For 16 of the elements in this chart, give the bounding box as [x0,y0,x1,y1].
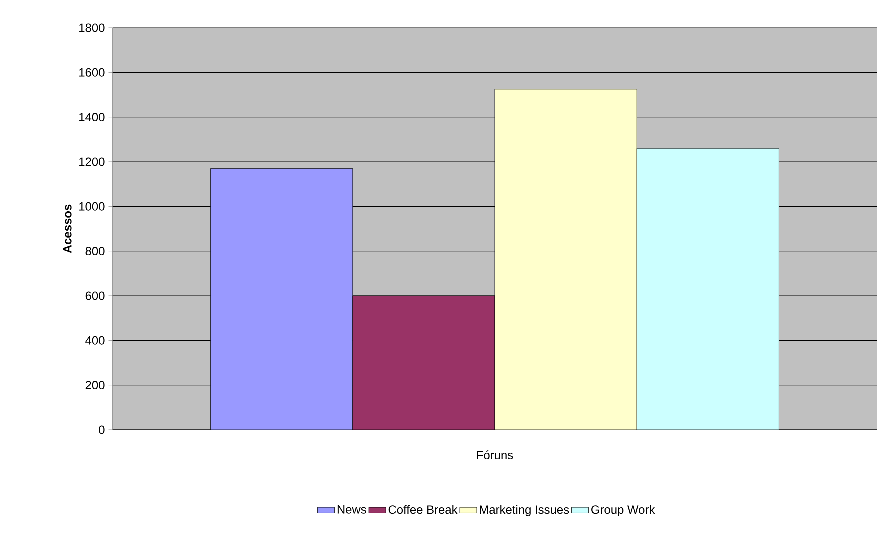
y-tick-label: 400 [86,336,105,345]
y-tick-label: 1200 [80,158,105,166]
y-tick-label: 1400 [80,113,105,122]
y-tick-label: 1600 [80,68,105,77]
legend-label: Group Work [592,505,656,516]
legend-label: News [338,506,366,514]
x-axis-title: Fóruns [477,450,514,460]
y-tick-label: 1000 [80,202,105,211]
y-axis-title: Acessos [63,204,72,254]
y-tick-label: 200 [86,381,105,390]
y-tick-label: 800 [86,247,105,256]
y-tick-label: 600 [86,292,105,300]
legend-label: Coffee Break [388,505,458,514]
legend-label: Marketing Issues [480,505,570,516]
y-tick-label: 1800 [80,24,105,32]
y-tick-label: 0 [99,426,105,434]
